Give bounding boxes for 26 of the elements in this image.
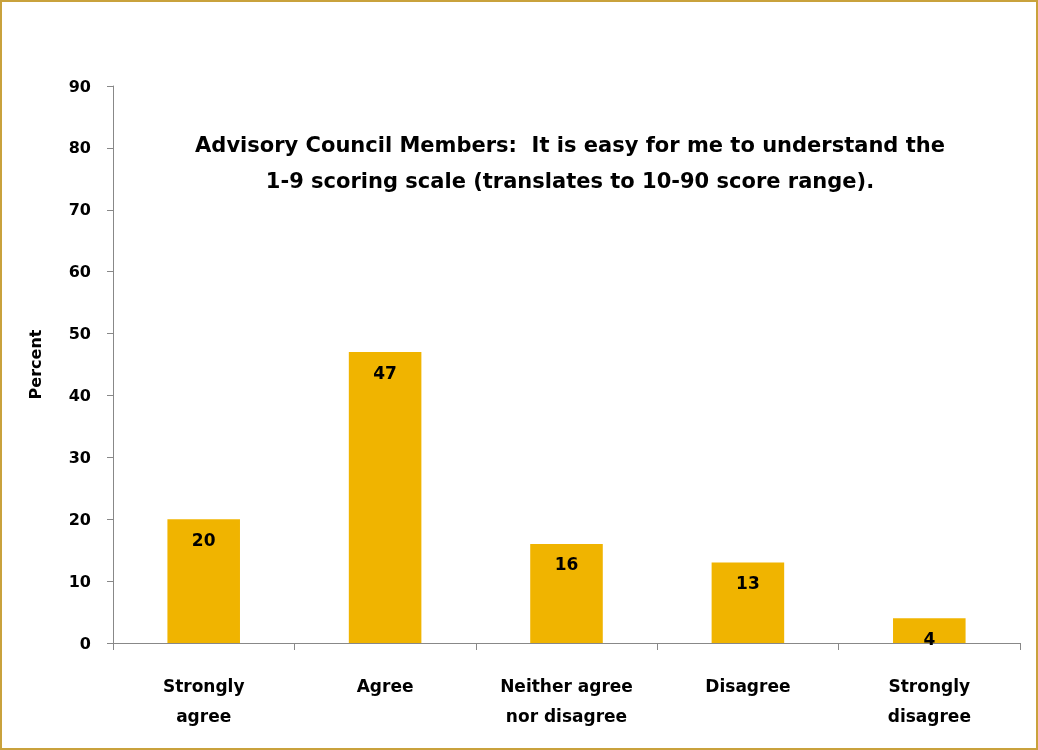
y-tick-label: 0 [79,633,91,653]
x-tick-label: Strongly disagree [887,676,971,726]
y-tick-label: 10 [68,571,91,591]
x-tick-label: Agree [356,676,414,696]
bar [711,562,785,643]
y-tick-label: 20 [68,509,91,529]
data-label: 13 [736,573,760,594]
y-tick-label: 70 [68,200,91,220]
y-tick-label: 60 [68,262,91,282]
y-axis-title: Percent [25,329,45,400]
bar [348,352,422,643]
y-tick-label: 40 [68,385,91,405]
data-label: 20 [191,529,216,550]
text: Advisory Council Members: It is easy for me to understand the 1-9 scoring scale (translates to 10-90 score range). [195,133,945,193]
bar [167,519,240,643]
bar [530,543,603,643]
x-tick-label: Strongly agree [162,676,245,726]
x-tick-label: Disagree [705,676,791,696]
y-tick-label: 90 [68,76,91,96]
data-label: 16 [554,554,579,575]
y-tick-label: 80 [68,138,91,158]
bar [893,618,966,643]
y-tick-label: 50 [68,324,91,344]
x-tick-label: Neither agree nor disagree [500,676,633,726]
data-label: 47 [373,362,397,383]
y-tick-label: 30 [68,447,91,467]
